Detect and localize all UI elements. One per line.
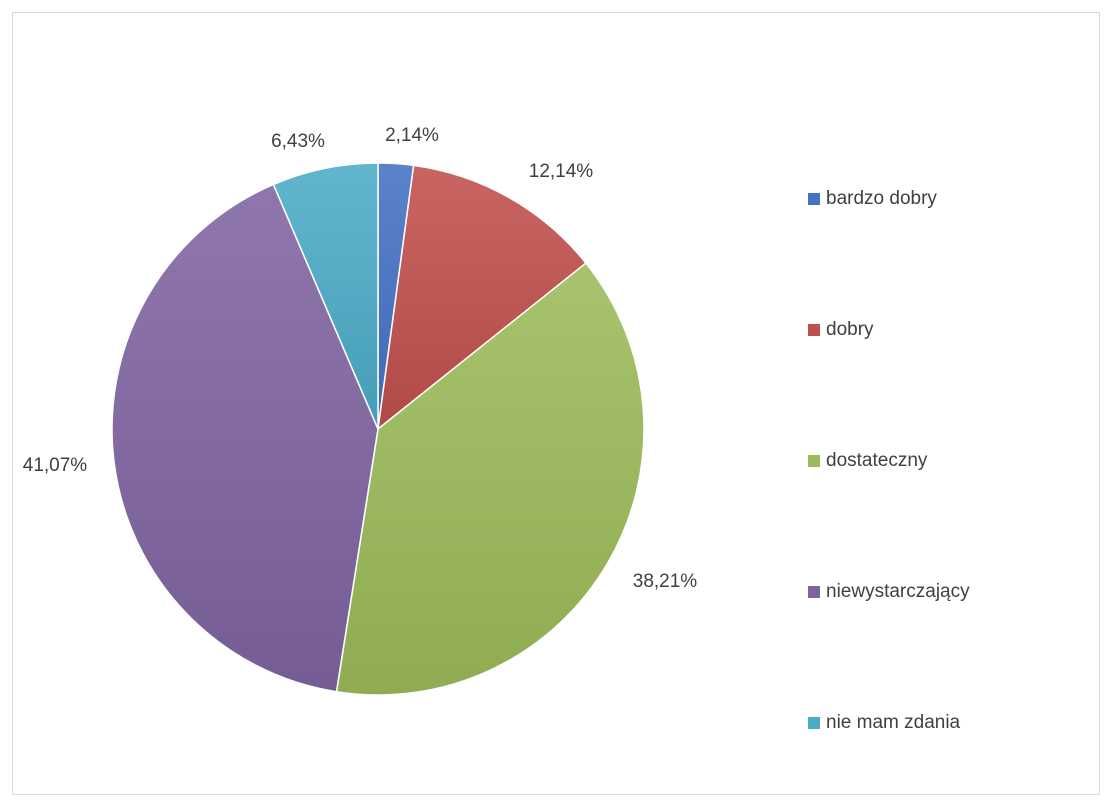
legend-swatch: [808, 193, 820, 205]
legend-label: niewystarczający: [826, 581, 970, 602]
legend-label: nie mam zdania: [826, 712, 961, 733]
data-label-niewystarczajacy: 41,07%: [23, 455, 88, 476]
data-label-dostateczny: 38,21%: [633, 571, 698, 592]
data-label-dobry: 12,14%: [529, 161, 594, 182]
legend-swatch: [808, 324, 820, 336]
pie-slice-dobry: [377, 164, 587, 431]
legend-item-dobry: dobry: [808, 315, 874, 345]
pie-slice-niewystarczajacy: [111, 183, 379, 693]
data-label-nie-mam-zdania: 6,43%: [271, 131, 325, 152]
legend-swatch: [808, 455, 820, 467]
pie-slices: [111, 162, 645, 696]
data-label-bardzo-dobry: 2,14%: [385, 125, 439, 146]
legend-item-niewystarczajacy: niewystarczający: [808, 577, 970, 607]
legend-label: dobry: [826, 319, 874, 340]
legend-swatch: [808, 717, 820, 729]
pie-slice-dostateczny: [335, 262, 645, 696]
pie-data-labels: 2,14% 12,14% 38,21% 41,07% 6,43%: [23, 125, 698, 592]
legend-label: dostateczny: [826, 450, 928, 471]
pie-slice-nie-mam-zdania: [272, 162, 379, 430]
legend-item-nie-mam-zdania: nie mam zdania: [808, 708, 960, 738]
legend-swatch: [808, 586, 820, 598]
legend-item-bardzo-dobry: bardzo dobry: [808, 184, 937, 214]
legend-label: bardzo dobry: [826, 188, 937, 209]
legend-item-dostateczny: dostateczny: [808, 446, 927, 476]
